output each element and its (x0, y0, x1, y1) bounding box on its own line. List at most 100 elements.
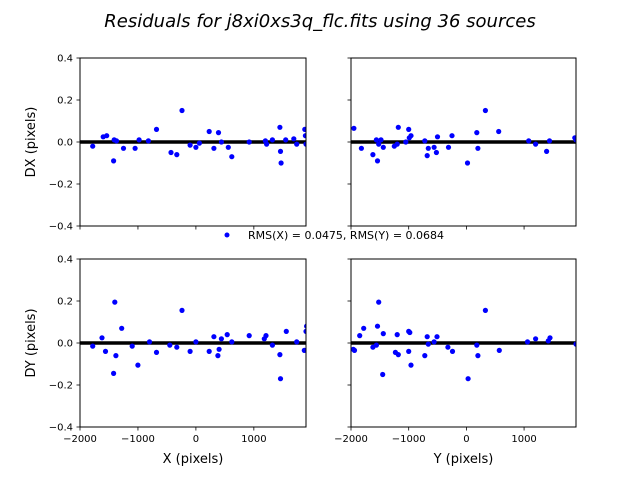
panels-group: −0.4 −0.2 0.0 0.2 0.4 DX (pixels) −2000 −1000 0 1… (24, 54, 577, 467)
data-point (283, 328, 289, 334)
data-point (374, 158, 381, 164)
data-point (216, 346, 222, 352)
data-point (211, 334, 217, 340)
data-point (449, 348, 456, 354)
data-point (380, 331, 386, 337)
data-point (378, 137, 384, 143)
data-point (113, 353, 119, 359)
data-point (111, 158, 117, 164)
data-point (146, 339, 153, 345)
legend-label: RMS(X) = 0.0475, RMS(Y) = 0.0684 (248, 229, 444, 242)
data-point (269, 137, 275, 143)
data-point (145, 138, 151, 144)
data-point (303, 141, 306, 147)
data-point (431, 144, 437, 150)
data-point (193, 339, 199, 345)
data-point (264, 141, 270, 147)
data-point (544, 148, 550, 154)
data-point (129, 343, 135, 349)
data-point (153, 126, 160, 132)
data-point (291, 136, 297, 142)
data-point (431, 339, 437, 345)
data-point (373, 342, 379, 348)
data-point (111, 370, 117, 376)
data-point (496, 347, 502, 353)
data-point (546, 138, 553, 144)
panel-top-right (347, 57, 577, 230)
data-point (424, 153, 430, 159)
data-point (374, 323, 381, 329)
data-point (102, 348, 109, 354)
data-point (357, 333, 363, 339)
legend: RMS(X) = 0.0475, RMS(Y) = 0.0684 (224, 229, 444, 242)
data-point (294, 141, 300, 147)
data-point (406, 126, 412, 132)
data-point (113, 138, 120, 144)
data-point (211, 145, 217, 151)
data-point (246, 139, 252, 145)
y-tick-label: −0.4 (49, 222, 73, 233)
data-point (408, 133, 414, 139)
data-point (373, 137, 379, 143)
data-point (174, 344, 180, 350)
data-point (303, 328, 306, 334)
data-point (218, 139, 224, 145)
data-point (422, 138, 428, 144)
data-point (90, 143, 96, 149)
data-point (277, 352, 283, 358)
data-point (167, 342, 173, 348)
data-point (301, 347, 306, 353)
data-point (283, 137, 289, 143)
data-point (263, 333, 269, 339)
data-point (474, 342, 480, 348)
y-tick-label: 0.4 (57, 255, 73, 266)
data-point (136, 137, 142, 143)
data-point (187, 142, 193, 148)
data-point (425, 341, 431, 347)
data-point (153, 349, 160, 355)
data-point (361, 325, 367, 331)
data-point (104, 133, 110, 139)
data-point (445, 144, 452, 150)
data-point (474, 130, 480, 136)
data-point (394, 141, 400, 147)
data-point (206, 128, 212, 135)
data-point (135, 362, 141, 368)
data-point (376, 299, 382, 305)
y-tick-label: −0.4 (49, 423, 73, 434)
panel-top-left: −0.4 −0.2 0.0 0.2 0.4 DX (pixels) (24, 54, 307, 233)
data-point (187, 348, 193, 354)
data-point (424, 334, 430, 340)
x-tick-label: 0 (463, 434, 469, 445)
figure-title: Residuals for j8xi0xs3q_flc.fits using 3… (104, 11, 535, 32)
data-point (277, 148, 284, 154)
data-point (358, 145, 364, 151)
x-axis-label: X (pixels) (163, 452, 224, 467)
data-point (407, 329, 413, 336)
data-point (302, 126, 306, 132)
legend-marker (224, 232, 230, 238)
x-tick-label: 1000 (511, 434, 536, 445)
data-point (302, 133, 306, 139)
data-point (206, 348, 212, 354)
x-tick-label: −1000 (392, 434, 426, 445)
data-point (547, 335, 553, 341)
data-point (403, 139, 409, 145)
data-point (351, 125, 357, 131)
data-point (395, 352, 401, 358)
data-point (229, 339, 235, 345)
data-point (406, 348, 412, 354)
data-point (294, 339, 300, 345)
data-point (218, 336, 224, 342)
data-point (225, 144, 231, 150)
data-point (179, 307, 185, 313)
data-point (351, 347, 358, 353)
data-point (380, 371, 386, 378)
data-point (370, 152, 376, 158)
data-point (179, 107, 185, 114)
y-tick-label: 0.4 (57, 54, 73, 65)
data-point (475, 145, 481, 151)
data-point (533, 336, 539, 342)
data-point (482, 107, 488, 114)
